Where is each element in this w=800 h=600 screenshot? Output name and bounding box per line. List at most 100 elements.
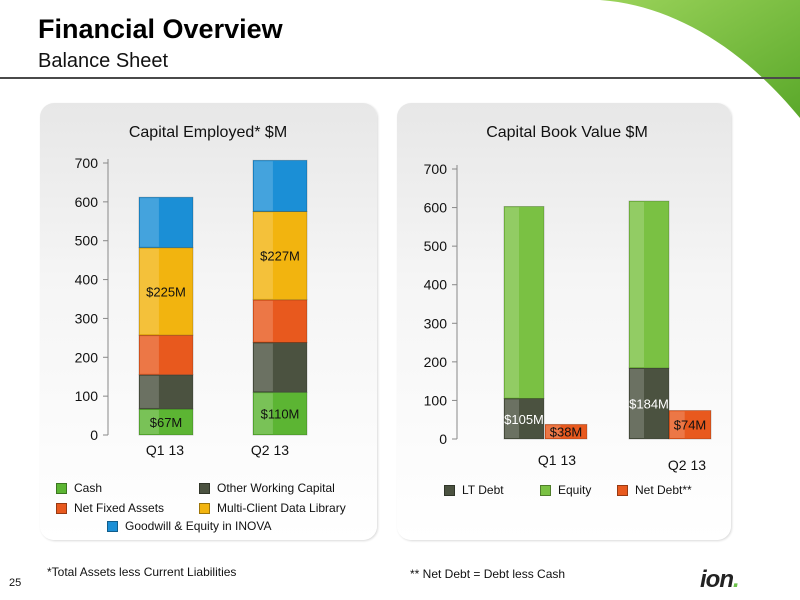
y-tick-label: 500 [75, 233, 99, 249]
bar-segment-net-debt-highlight [546, 425, 561, 438]
data-label: $227M [260, 249, 300, 264]
y-tick-label: 100 [75, 388, 99, 404]
bar-segment-net-debt-highlight [670, 411, 685, 438]
x-category-label: Q2 13 [668, 457, 706, 473]
bar-segment-multi-client-data-library-highlight [254, 212, 273, 299]
legend-item-goodwill-equity-inova: Goodwill & Equity in INOVA [107, 519, 272, 533]
bar-segment-equity-highlight [505, 207, 519, 398]
brand-swoosh-decoration [600, 0, 800, 118]
bar-segment-net-fixed-assets-highlight [140, 336, 159, 374]
footnote-capital-employed: *Total Assets less Current Liabilities [47, 565, 237, 579]
legend-swatch [56, 502, 67, 514]
bar-segment-net-fixed-assets [252, 299, 308, 343]
y-tick-label: 600 [75, 194, 99, 210]
y-tick-label: 200 [75, 349, 99, 365]
legend-swatch [540, 484, 551, 496]
legend-label: Cash [74, 481, 103, 495]
bar-segment-multi-client-data-library-highlight [140, 248, 159, 335]
legend-swatch [107, 520, 118, 532]
y-tick-label: 400 [75, 272, 99, 288]
bar-segment-other-working-capital-highlight [254, 343, 273, 392]
legend-swatch [444, 484, 455, 496]
bar-segment-goodwill-equity-in-inova-highlight [254, 161, 273, 211]
legend-item-multi-client-data-library: Multi-Client Data Library [199, 501, 346, 515]
y-tick-label: 700 [75, 155, 99, 171]
capital-employed-chart: Capital Employed* $M 0 100 200 300 400 500 600 7… [75, 124, 308, 458]
legend-swatch [617, 484, 628, 496]
bar-segment-other-working-capital [138, 374, 194, 410]
bar-segment-net-fixed-assets-highlight [254, 300, 273, 342]
bar-segment-cash [138, 408, 194, 436]
y-tick-label: 0 [439, 431, 447, 447]
legend-label: LT Debt [462, 483, 504, 497]
bar-segment-cash [252, 391, 308, 436]
legend-swatch [56, 482, 67, 494]
bar-segment-net-debt [544, 423, 588, 440]
legend-item-other-working-capital: Other Working Capital [199, 481, 335, 495]
legend-label: Goodwill & Equity in INOVA [125, 519, 272, 533]
bar-segment-net-debt [668, 410, 712, 440]
bar-segment-other-working-capital-highlight [140, 375, 159, 408]
bar-segment-equity-highlight [630, 202, 644, 368]
bar-segment-cash-highlight [254, 393, 273, 434]
bar-segment-cash-highlight [140, 409, 159, 434]
bar-segment-lt-debt-highlight [630, 369, 644, 438]
y-tick-label: 100 [424, 392, 448, 408]
y-tick-label: 200 [424, 354, 448, 370]
y-tick-label: 500 [424, 238, 448, 254]
data-label: $105M [504, 412, 544, 427]
y-tick-label: 0 [90, 427, 98, 443]
bar-segment-goodwill-equity-in-inova [252, 159, 308, 212]
ion-logo: ion. [700, 566, 740, 593]
data-label: $110M [261, 407, 300, 422]
bar-segment-equity [628, 200, 670, 369]
bar-segment-other-working-capital [252, 342, 308, 393]
bar-segment-lt-debt [503, 398, 545, 440]
bar-segment-net-fixed-assets [138, 334, 194, 376]
y-tick-label: 400 [424, 277, 448, 293]
x-category-label: Q1 13 [538, 452, 576, 468]
legend-label: Multi-Client Data Library [217, 501, 346, 515]
bar-segment-lt-debt-highlight [505, 399, 519, 438]
legend-swatch [199, 502, 210, 514]
legend-label: Net Debt** [635, 483, 692, 497]
legend-label: Net Fixed Assets [74, 501, 165, 515]
data-label: $67M [150, 415, 183, 430]
legend-item-net-debt: Net Debt** [617, 483, 692, 497]
x-category-label: Q2 13 [251, 442, 289, 458]
y-tick-label: 600 [424, 200, 448, 216]
legend-item-cash: Cash [56, 481, 102, 495]
bar-segment-multi-client-data-library [252, 211, 308, 301]
legend-item-lt-debt: LT Debt [444, 483, 504, 497]
footnote-net-debt: ** Net Debt = Debt less Cash [410, 567, 566, 581]
title-divider [0, 77, 800, 79]
bar-segment-multi-client-data-library [138, 247, 194, 336]
chart-title: Capital Employed* $M [129, 124, 287, 141]
legend-label: Equity [558, 483, 592, 497]
capital-book-value-chart: Capital Book Value $M 0 100 200 300 400 500 600… [424, 124, 712, 473]
logo-text: ion [700, 566, 734, 593]
legend-item-equity: Equity [540, 483, 591, 497]
capital-book-value-panel [397, 103, 731, 540]
legend-swatch [199, 482, 210, 494]
y-tick-label: 300 [424, 315, 448, 331]
data-label: $74M [674, 418, 707, 433]
page-number: 25 [9, 577, 22, 589]
y-tick-label: 700 [424, 161, 448, 177]
y-tick-label: 300 [75, 310, 99, 326]
capital-employed-panel [40, 103, 377, 540]
legend-label: Other Working Capital [217, 481, 335, 495]
legend-item-net-fixed-assets: Net Fixed Assets [56, 501, 164, 515]
bar-segment-equity [503, 206, 545, 399]
page-title: Financial Overview [38, 14, 283, 44]
x-category-label: Q1 13 [146, 442, 184, 458]
data-label: $184M [629, 397, 669, 412]
page-subtitle: Balance Sheet [38, 50, 169, 72]
bar-segment-lt-debt [628, 367, 670, 440]
data-label: $225M [146, 284, 186, 299]
data-label: $38M [550, 425, 583, 440]
bar-segment-goodwill-equity-in-inova-highlight [140, 198, 159, 247]
bar-segment-goodwill-equity-in-inova [138, 196, 194, 249]
chart-title: Capital Book Value $M [486, 124, 648, 141]
